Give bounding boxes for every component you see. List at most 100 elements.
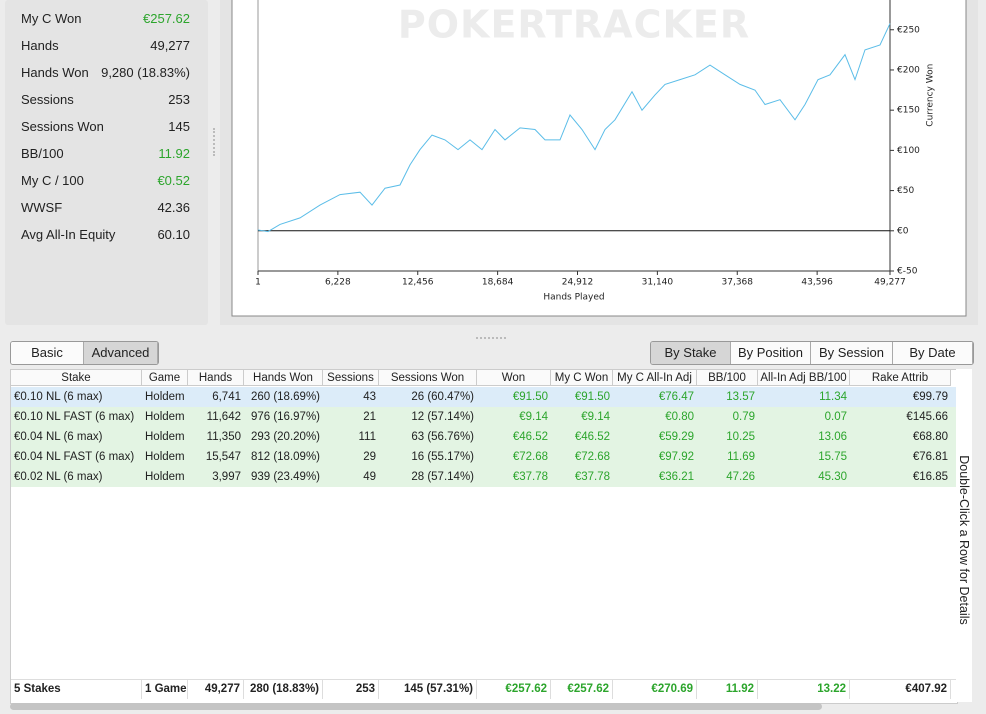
column-header[interactable]: Hands — [188, 370, 244, 386]
table-cell: 6,741 — [212, 391, 241, 403]
stat-label: BB/100 — [21, 146, 64, 161]
table-cell: 13.57 — [726, 391, 755, 403]
column-header[interactable]: Won — [477, 370, 551, 386]
table-cell: €0.10 NL FAST (6 max) — [14, 411, 135, 423]
table-cell: €97.92 — [658, 451, 694, 463]
table-cell: €9.14 — [581, 411, 610, 423]
table-cell: €16.85 — [912, 471, 948, 483]
footer-cell: 145 (57.31%) — [379, 679, 477, 699]
table-cell: 28 (57.14%) — [411, 471, 474, 483]
stat-label: Hands Won — [21, 65, 89, 80]
table-cell: 45.30 — [818, 471, 847, 483]
tab-group: Basic Advanced — [10, 341, 159, 365]
table-cell: €36.21 — [658, 471, 694, 483]
y-tick-label: €-50 — [897, 267, 918, 277]
table-cell: 10.25 — [726, 431, 755, 443]
table-row[interactable] — [11, 467, 957, 487]
table-cell: 0.07 — [824, 411, 847, 423]
stat-label: Hands — [21, 38, 59, 53]
table-cell: €46.52 — [574, 431, 610, 443]
x-tick-label: 1 — [255, 278, 261, 288]
column-header[interactable]: Stake — [11, 370, 142, 386]
tab[interactable]: By Session — [811, 342, 893, 364]
table-cell: 939 (23.49%) — [250, 471, 320, 483]
footer-cell: 253 — [323, 679, 379, 699]
column-header[interactable]: My C All-In Adj — [613, 370, 697, 386]
footer-cell: €270.69 — [613, 679, 697, 699]
stat-value: €0.52 — [157, 173, 190, 188]
column-header[interactable]: Hands Won — [244, 370, 323, 386]
table-cell: €68.80 — [912, 431, 948, 443]
table-cell: 47.26 — [726, 471, 755, 483]
table-cell: €91.50 — [512, 391, 548, 403]
table-cell: 26 (60.47%) — [411, 391, 474, 403]
column-header[interactable]: My C Won — [551, 370, 613, 386]
table-cell: €37.78 — [512, 471, 548, 483]
table-cell: €0.02 NL (6 max) — [14, 471, 103, 483]
footer-cell: 13.22 — [758, 679, 850, 699]
table-cell: 11,350 — [206, 431, 241, 443]
x-tick-label: 31,140 — [642, 278, 674, 288]
stat-value: 145 — [168, 119, 190, 134]
chart: POKERTRACKER 1 6,228 12,456 18,684 24,912 31,1… — [231, 0, 967, 317]
table-cell: €145.66 — [906, 411, 948, 423]
table-cell: 13.06 — [818, 431, 847, 443]
tab-group: By Stake By Position By Session By Date — [650, 341, 974, 365]
table: Stake Game Hands Hands Won Sessions Sessions … — [10, 369, 958, 704]
column-header[interactable]: All-In Adj BB/100 — [758, 370, 850, 386]
table-cell: 63 (56.76%) — [411, 431, 474, 443]
table-cell: €76.47 — [658, 391, 694, 403]
table-cell: Holdem — [145, 391, 185, 403]
table-cell: 293 (20.20%) — [250, 431, 320, 443]
tab[interactable]: By Date — [893, 342, 973, 364]
column-header[interactable]: Game — [142, 370, 188, 386]
table-cell: Holdem — [145, 411, 185, 423]
stat-label: My C / 100 — [21, 173, 84, 188]
table-cell: €91.50 — [574, 391, 610, 403]
table-row[interactable] — [11, 407, 957, 427]
column-header[interactable]: Sessions — [323, 370, 379, 386]
table-cell: 15.75 — [818, 451, 847, 463]
table-cell: 111 — [358, 431, 376, 443]
table-row[interactable] — [11, 447, 957, 467]
stat-label: My C Won — [21, 11, 82, 26]
footer-cell: 1 Game — [142, 679, 188, 699]
table-cell: Holdem — [145, 471, 185, 483]
tab[interactable]: By Stake — [651, 342, 731, 364]
table-cell: Holdem — [145, 451, 185, 463]
column-header[interactable]: Sessions Won — [379, 370, 477, 386]
y-tick-label: €200 — [897, 65, 920, 75]
tab[interactable]: Basic — [11, 342, 84, 364]
table-cell: €72.68 — [574, 451, 610, 463]
stat-value: 11.92 — [158, 146, 190, 161]
x-tick-label: 18,684 — [482, 278, 514, 288]
stat-value: 60.10 — [157, 227, 190, 242]
table-cell: 16 (55.17%) — [411, 451, 474, 463]
x-tick-label: 37,368 — [722, 278, 754, 288]
table-cell: 11.34 — [819, 391, 847, 403]
tab[interactable]: Advanced — [84, 342, 158, 364]
stat-label: Sessions — [21, 92, 74, 107]
stats-panel: My C Won €257.62 Hands 49,277 Hands Won 9,280… — [5, 0, 208, 325]
x-tick-label: 6,228 — [325, 278, 351, 288]
table-cell: €0.80 — [665, 411, 694, 423]
table-cell: €72.68 — [512, 451, 548, 463]
column-header[interactable]: Rake Attrib — [850, 370, 951, 386]
y-tick-label: €50 — [897, 186, 914, 196]
column-header[interactable]: BB/100 — [697, 370, 758, 386]
table-cell: 43 — [363, 391, 376, 403]
stat-label: Avg All-In Equity — [21, 227, 116, 242]
table-cell: 11.69 — [727, 451, 755, 463]
table-cell: 3,997 — [212, 471, 241, 483]
x-tick-label: 49,277 — [874, 278, 906, 288]
x-tick-label: 43,596 — [801, 278, 833, 288]
splitter — [476, 337, 506, 341]
table-footer — [11, 679, 957, 700]
table-cell: 21 — [363, 411, 376, 423]
tab[interactable]: By Position — [731, 342, 811, 364]
footer-cell: 280 (18.83%) — [244, 679, 323, 699]
table-cell: €46.52 — [512, 431, 548, 443]
table-row[interactable] — [11, 427, 957, 447]
table-row[interactable] — [11, 387, 957, 407]
table-cell: 15,547 — [205, 451, 241, 463]
